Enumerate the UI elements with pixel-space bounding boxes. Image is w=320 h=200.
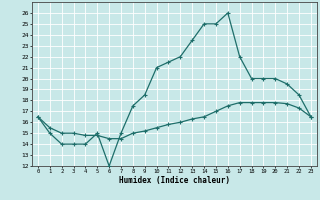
X-axis label: Humidex (Indice chaleur): Humidex (Indice chaleur) (119, 176, 230, 185)
